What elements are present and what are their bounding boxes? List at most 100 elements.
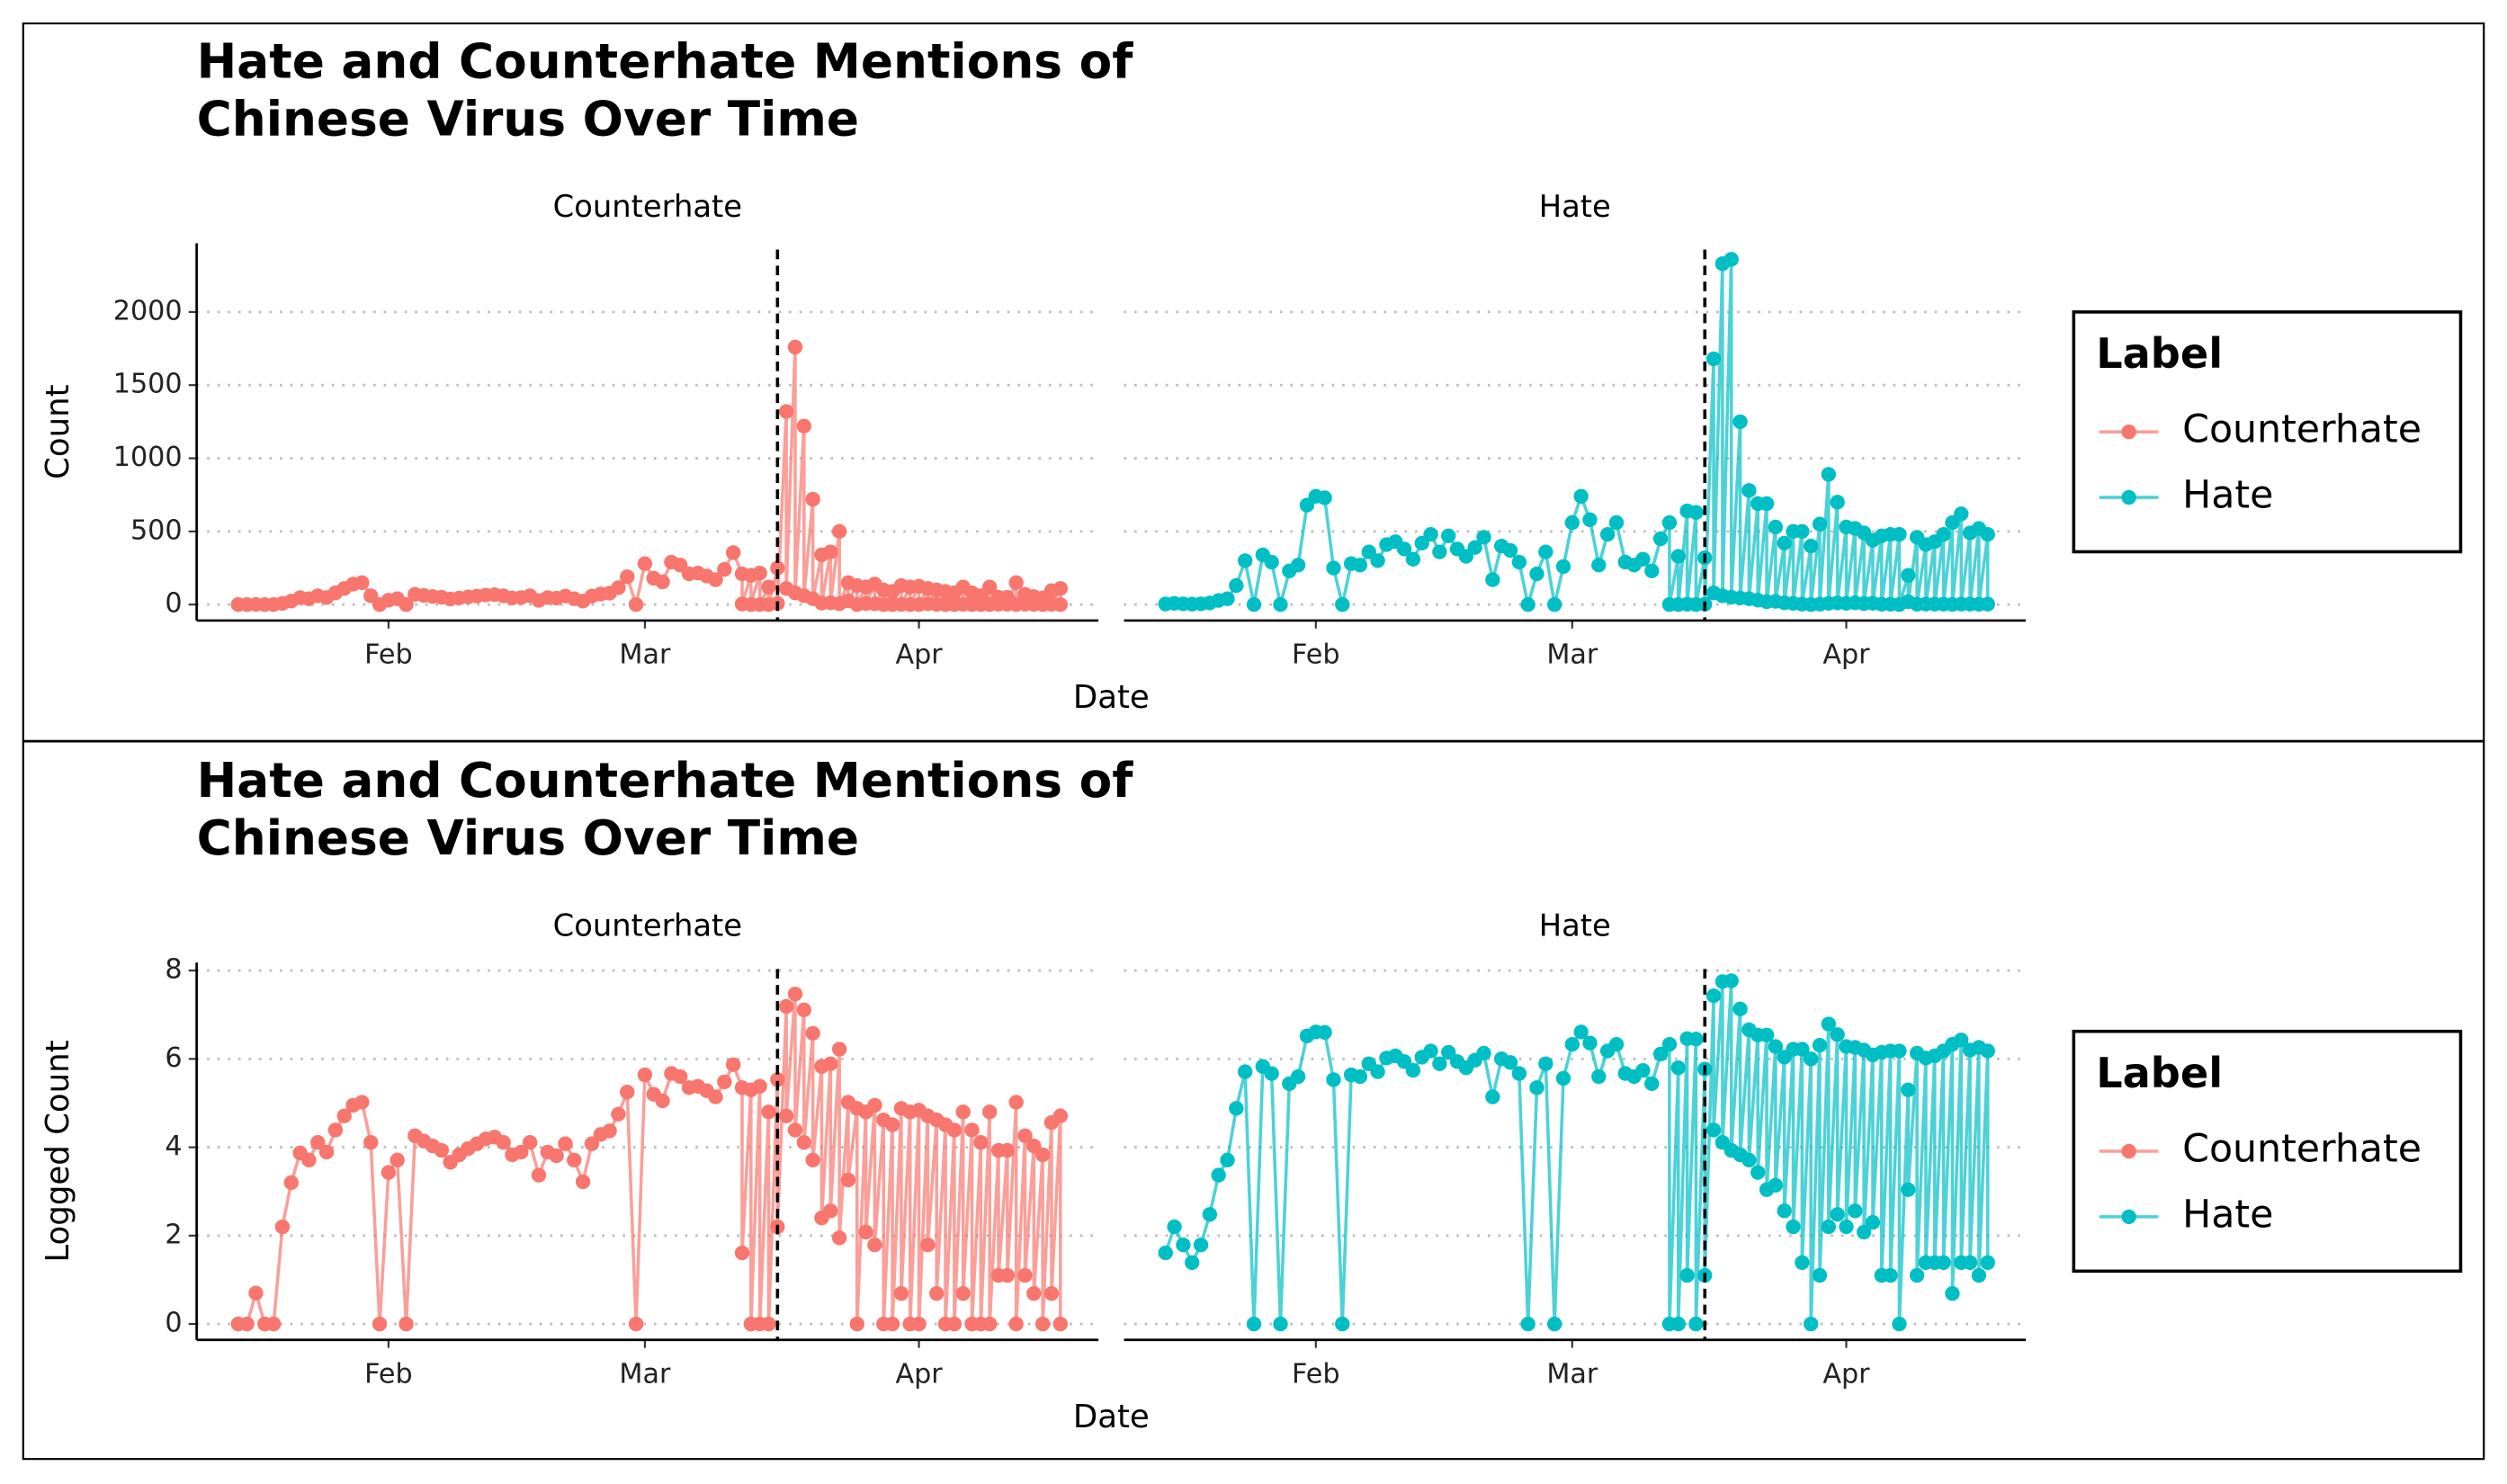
facet-strip-label: Counterhate bbox=[553, 189, 742, 224]
data-point bbox=[1644, 563, 1660, 578]
y-tick-label: 1000 bbox=[113, 442, 183, 473]
data-point bbox=[770, 1072, 785, 1087]
data-point bbox=[1865, 1214, 1881, 1230]
data-point bbox=[1167, 1219, 1182, 1235]
data-point bbox=[1962, 1255, 1978, 1270]
data-point bbox=[858, 1224, 873, 1240]
data-point bbox=[372, 1316, 388, 1332]
data-point bbox=[1821, 1219, 1837, 1235]
data-point bbox=[1502, 1055, 1518, 1070]
data-point bbox=[248, 1285, 264, 1301]
data-point bbox=[867, 1097, 882, 1113]
data-point bbox=[1546, 1316, 1562, 1332]
data-point bbox=[611, 1106, 626, 1122]
data-point bbox=[1768, 519, 1784, 535]
data-point bbox=[982, 579, 998, 594]
data-point bbox=[1812, 1037, 1828, 1053]
data-point bbox=[655, 574, 670, 590]
data-point bbox=[1909, 1267, 1925, 1283]
data-point bbox=[1777, 535, 1792, 551]
data-point bbox=[1830, 1027, 1845, 1042]
data-point bbox=[1485, 1089, 1500, 1104]
data-point bbox=[1795, 1041, 1810, 1057]
data-point bbox=[761, 1104, 776, 1120]
plot-area bbox=[188, 243, 2026, 629]
data-point bbox=[1768, 1039, 1784, 1054]
data-point bbox=[1476, 1045, 1491, 1061]
data-point bbox=[823, 544, 838, 559]
data-point bbox=[1229, 1101, 1244, 1116]
data-point bbox=[1520, 1316, 1536, 1332]
data-point bbox=[1608, 1036, 1625, 1052]
data-point bbox=[964, 1122, 980, 1138]
y-tick-label: 8 bbox=[165, 954, 182, 986]
data-point bbox=[1883, 1267, 1898, 1283]
x-tick-label: Mar bbox=[619, 1358, 671, 1390]
data-point bbox=[1608, 514, 1625, 531]
data-point bbox=[1812, 1267, 1828, 1283]
data-point bbox=[920, 1237, 936, 1253]
data-point bbox=[982, 1104, 998, 1120]
data-point bbox=[1564, 514, 1580, 531]
data-point bbox=[1052, 1108, 1069, 1123]
data-point bbox=[1573, 1024, 1589, 1040]
data-point bbox=[398, 597, 414, 612]
data-point bbox=[1423, 1043, 1438, 1059]
data-point bbox=[1511, 1066, 1527, 1081]
data-point bbox=[1582, 1035, 1598, 1050]
data-point bbox=[999, 1142, 1016, 1158]
data-point bbox=[884, 1117, 900, 1132]
legend-swatch-point bbox=[2121, 1209, 2136, 1225]
data-point bbox=[778, 404, 794, 419]
data-point bbox=[1396, 541, 1412, 557]
legend-swatch-point bbox=[2121, 489, 2136, 505]
data-point bbox=[1290, 1068, 1306, 1085]
data-point bbox=[831, 523, 847, 540]
data-point bbox=[673, 1068, 688, 1085]
data-point bbox=[1158, 1245, 1173, 1261]
data-point bbox=[1467, 540, 1482, 555]
data-point bbox=[1264, 1066, 1279, 1081]
x-tick-label: Apr bbox=[895, 639, 943, 671]
data-point bbox=[1229, 577, 1244, 594]
y-tick-label: 2000 bbox=[113, 295, 183, 326]
y-tick-label: 1500 bbox=[113, 369, 183, 400]
data-point bbox=[1591, 558, 1607, 573]
data-point bbox=[1980, 1043, 1995, 1059]
data-point bbox=[1370, 1064, 1385, 1079]
data-point bbox=[1759, 496, 1775, 512]
data-point bbox=[1768, 1177, 1784, 1193]
data-point bbox=[1786, 1219, 1801, 1235]
x-tick-label: Apr bbox=[1822, 1358, 1870, 1390]
data-point bbox=[1741, 1152, 1757, 1168]
data-point bbox=[239, 1316, 255, 1332]
data-point bbox=[1273, 1316, 1288, 1332]
data-point bbox=[761, 579, 776, 594]
data-point bbox=[1290, 558, 1306, 573]
data-point bbox=[1246, 1316, 1262, 1332]
data-point bbox=[1529, 1080, 1544, 1095]
data-point bbox=[1954, 1033, 1969, 1048]
data-point bbox=[1901, 1182, 1916, 1197]
data-point bbox=[1936, 1255, 1951, 1270]
data-point bbox=[327, 1122, 344, 1138]
data-point bbox=[805, 1025, 820, 1041]
data-point bbox=[946, 1122, 963, 1138]
data-point bbox=[1352, 1068, 1368, 1085]
x-tick-label: Apr bbox=[895, 1358, 943, 1390]
facet-strip-label: Hate bbox=[1539, 908, 1611, 943]
data-point bbox=[1688, 1316, 1704, 1332]
data-point bbox=[381, 1165, 397, 1180]
facet-strip-label: Counterhate bbox=[553, 908, 742, 943]
data-point bbox=[1370, 553, 1385, 568]
data-point bbox=[1733, 1001, 1748, 1017]
data-point bbox=[1839, 1219, 1854, 1235]
data-point bbox=[1555, 559, 1571, 575]
data-point bbox=[787, 986, 803, 1002]
data-point bbox=[1441, 1044, 1456, 1060]
data-point bbox=[265, 1316, 282, 1332]
data-point bbox=[637, 1067, 653, 1083]
data-point bbox=[1538, 1056, 1553, 1071]
data-point bbox=[849, 1316, 864, 1332]
legend-title: Label bbox=[2096, 329, 2223, 378]
